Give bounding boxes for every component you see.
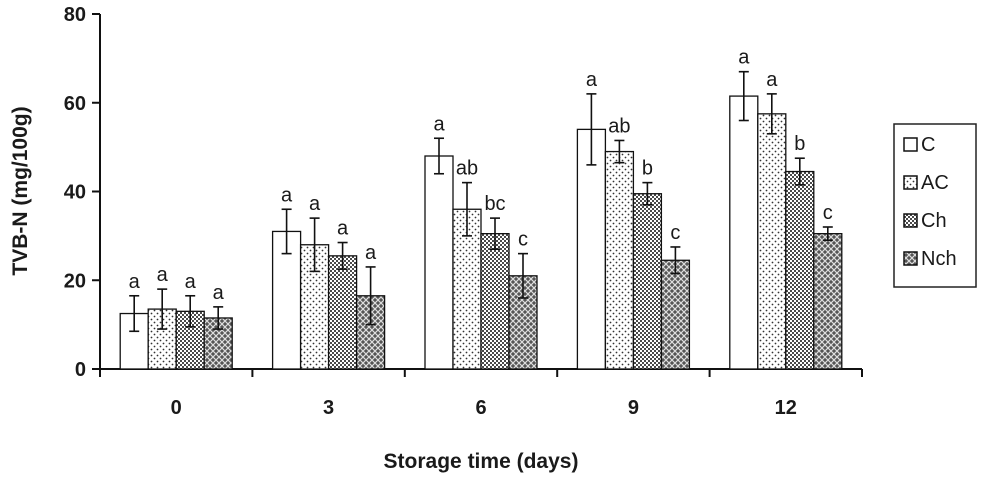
significance-label: a xyxy=(185,271,197,293)
legend-swatch-ch xyxy=(903,213,918,228)
x-tick-label: 0 xyxy=(171,397,182,419)
significance-label: a xyxy=(309,193,321,215)
significance-label: a xyxy=(433,113,445,135)
x-tick-label: 6 xyxy=(475,397,486,419)
bar-ac-12 xyxy=(757,113,787,370)
significance-label: a xyxy=(281,184,293,206)
error-bars xyxy=(129,70,833,333)
bar-ch-9 xyxy=(632,193,663,370)
significance-label: a xyxy=(738,47,750,69)
bar-ch-3 xyxy=(327,255,358,370)
legend-swatch-nch xyxy=(903,251,918,266)
significance-label: b xyxy=(642,158,653,180)
legend-swatch-c xyxy=(903,137,918,152)
bar-c-6 xyxy=(424,155,454,370)
bar-nch-9 xyxy=(660,259,691,370)
significance-label: a xyxy=(586,69,598,91)
bar-ac-6 xyxy=(452,208,482,370)
significance-label: a xyxy=(129,271,141,293)
significance-label: a xyxy=(157,264,169,286)
significance-label: ab xyxy=(608,115,630,137)
significance-label: bc xyxy=(484,193,505,215)
y-tick-label: 20 xyxy=(64,270,86,292)
legend-label-nch: Nch xyxy=(921,248,957,270)
significance-label: a xyxy=(213,282,225,304)
y-axis-title: TVB-N (mg/100g) xyxy=(9,106,32,275)
significance-label: ab xyxy=(456,158,478,180)
bar-ch-12 xyxy=(785,170,815,370)
x-axis-ticks: 0 3 6 9 12 xyxy=(99,369,863,419)
y-tick-label: 60 xyxy=(64,93,86,115)
legend-label-ac: AC xyxy=(921,172,949,194)
bar-c-12 xyxy=(729,95,759,370)
significance-label: a xyxy=(365,242,377,264)
legend: C AC Ch Nch xyxy=(893,123,977,288)
bar-c-3 xyxy=(271,230,302,370)
significance-label: c xyxy=(670,222,680,244)
significance-label: a xyxy=(766,69,778,91)
x-tick-label: 3 xyxy=(323,397,334,419)
y-tick-label: 40 xyxy=(64,182,86,204)
bar-marks xyxy=(119,95,843,370)
y-axis-ticks: 0 20 40 60 80 xyxy=(64,4,100,381)
significance-label: c xyxy=(518,229,528,251)
legend-swatch-ac xyxy=(903,175,918,190)
significance-label: b xyxy=(794,133,805,155)
legend-label-ch: Ch xyxy=(921,210,947,232)
legend-label-c: C xyxy=(921,134,935,156)
x-axis-title: Storage time (days) xyxy=(384,450,579,473)
significance-label: a xyxy=(337,218,349,240)
significance-label: c xyxy=(823,202,833,224)
bar-ch-6 xyxy=(480,233,510,370)
x-tick-label: 9 xyxy=(628,397,639,419)
bar-c-9 xyxy=(576,128,607,370)
bar-nch-12 xyxy=(813,233,843,370)
y-tick-label: 80 xyxy=(64,4,86,26)
x-tick-label: 12 xyxy=(775,397,797,419)
y-tick-label: 0 xyxy=(75,359,86,381)
bar-nch-6 xyxy=(508,275,538,370)
bar-ac-9 xyxy=(604,150,635,370)
